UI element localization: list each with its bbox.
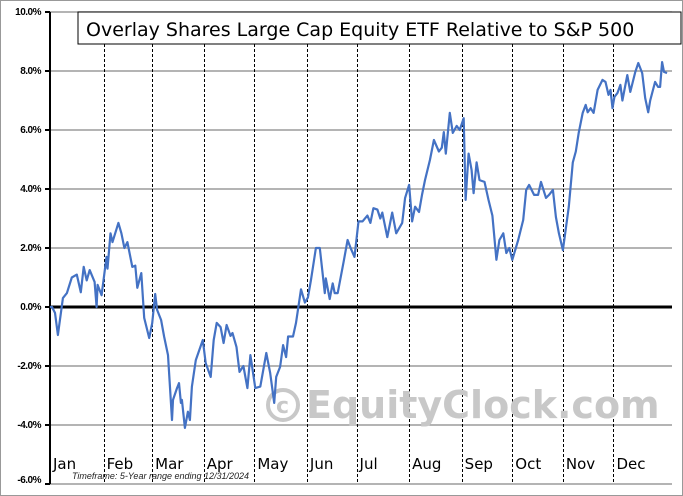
gridlines [50, 11, 672, 485]
y-tick-label: -6.0% [17, 475, 41, 486]
y-tick-label: 8.0% [20, 66, 41, 77]
y-tick-label: 0.0% [20, 302, 41, 313]
month-label: Jul [359, 455, 378, 473]
month-label: Sep [465, 455, 493, 473]
month-label: Nov [566, 455, 595, 473]
month-label: Aug [412, 455, 441, 473]
series-line [50, 61, 668, 429]
y-tick-label: -2.0% [17, 361, 41, 372]
y-axis: -6.0% -4.0% -2.0% 0.0% 2.0% 4.0% 6.0% 8.0% 10.0% [15, 7, 672, 486]
y-tick-label: 2.0% [20, 243, 41, 254]
watermark-text: EquityClock.com [306, 383, 660, 427]
month-label: May [257, 455, 288, 473]
month-label: Apr [207, 455, 234, 473]
chart-title: Overlay Shares Large Cap Equity ETF Rela… [86, 19, 634, 41]
timeframe-note: Timeframe: 5-Year range ending 12/31/202… [72, 471, 249, 481]
y-tick-label: 6.0% [20, 125, 41, 136]
y-tick-label: 4.0% [20, 184, 41, 195]
month-label: Mar [155, 455, 184, 473]
y-tick-label: 10.0% [15, 7, 41, 18]
month-labels: Jan Feb Mar Apr May Jun Jul Aug Sep Oct Nov Dec [52, 455, 645, 473]
copyright-glyph: c [276, 394, 289, 419]
title-box: Overlay Shares Large Cap Equity ETF Rela… [77, 11, 682, 45]
watermark: c EquityClock.com [266, 383, 660, 427]
month-label: Dec [616, 455, 645, 473]
title-border [77, 11, 682, 45]
month-label: Feb [107, 455, 134, 473]
copyright-icon [266, 388, 300, 422]
month-label: Oct [515, 455, 541, 473]
month-label: Jun [309, 455, 333, 473]
y-tick-label: -4.0% [17, 420, 41, 431]
month-label: Jan [52, 455, 76, 473]
